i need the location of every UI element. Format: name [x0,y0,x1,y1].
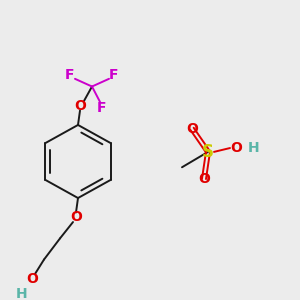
Text: F: F [97,101,107,115]
Text: F: F [109,68,119,82]
Text: H: H [248,141,260,155]
Text: O: O [198,172,210,186]
Text: O: O [70,210,82,224]
Text: H: H [16,287,28,300]
Text: S: S [202,143,214,161]
Text: O: O [186,122,198,136]
Text: F: F [65,68,75,82]
Text: O: O [26,272,38,286]
Text: O: O [230,141,242,155]
Text: O: O [74,99,86,113]
